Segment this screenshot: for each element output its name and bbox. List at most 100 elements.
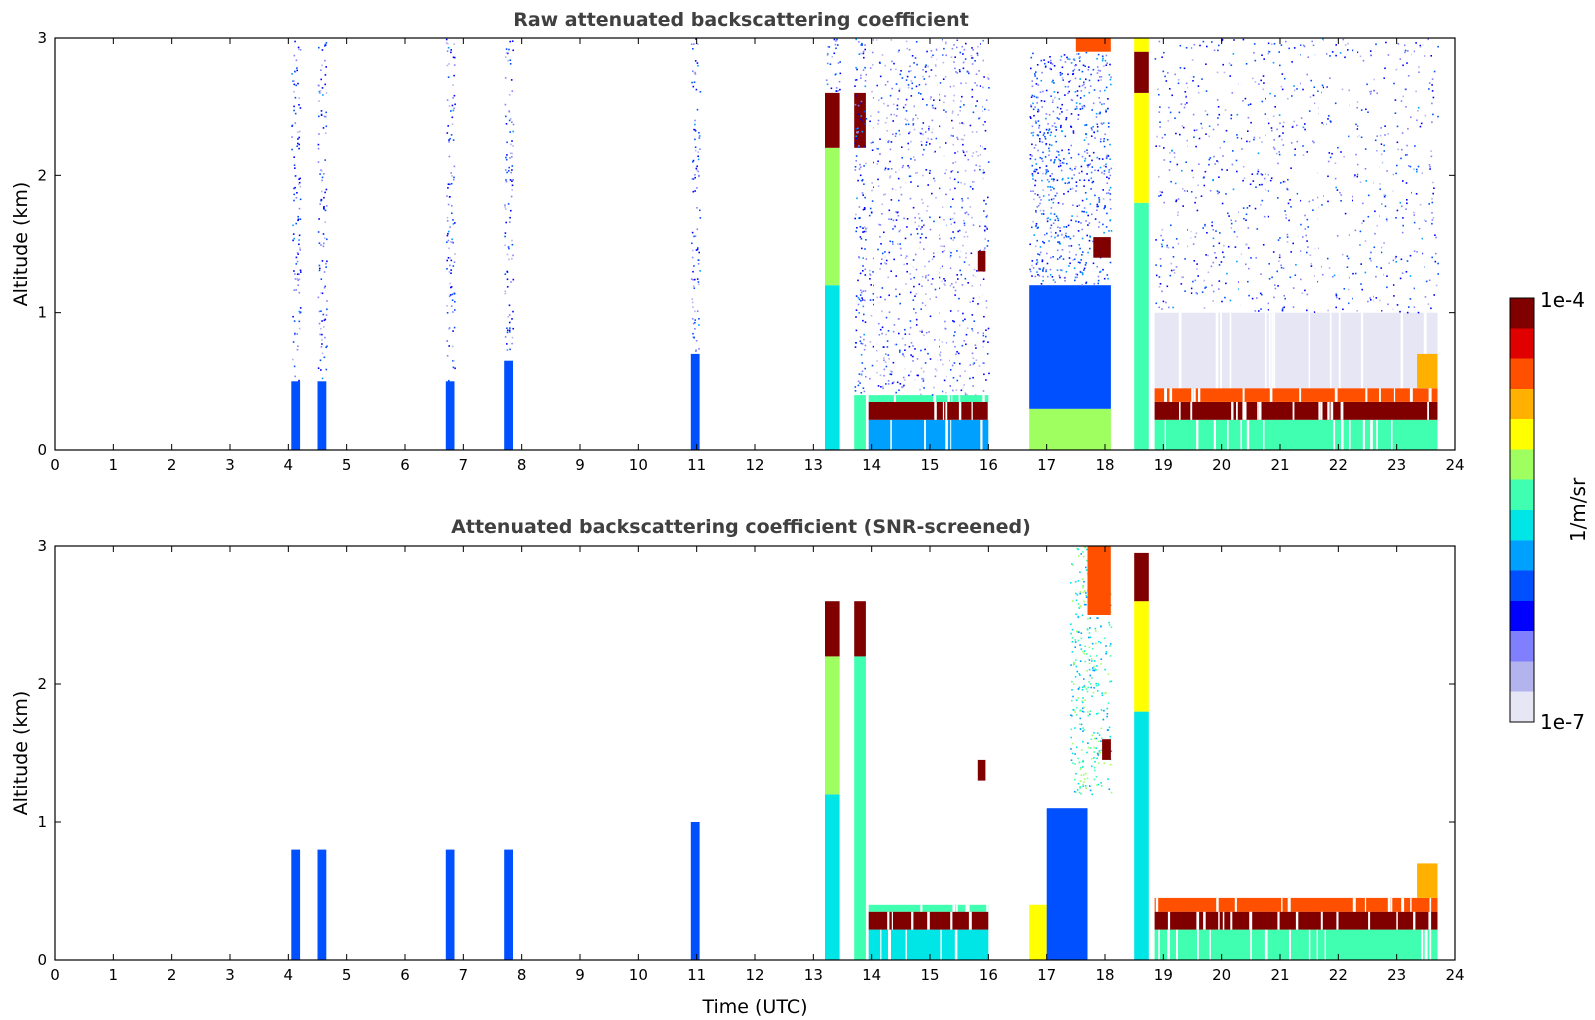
raw-noise-cell bbox=[885, 316, 888, 319]
raw-noise-cell bbox=[898, 230, 901, 233]
raw-noise-cell bbox=[1079, 179, 1081, 181]
raw-noise-cell bbox=[1218, 288, 1220, 290]
raw-noise-cell bbox=[1061, 103, 1063, 106]
raw-noise-cell bbox=[906, 119, 909, 122]
raw-noise-cell bbox=[972, 376, 974, 379]
raw-noise-cell bbox=[865, 227, 868, 229]
raw-noise-cell bbox=[921, 385, 923, 388]
raw-noise-cell bbox=[511, 336, 514, 339]
raw-noise-cell bbox=[974, 82, 976, 84]
raw-noise-cell bbox=[324, 221, 326, 223]
screened-noise-cell bbox=[1080, 774, 1083, 776]
raw-noise-cell bbox=[1052, 201, 1055, 204]
raw-noise-cell bbox=[887, 330, 890, 332]
raw-y-tick-label: 2 bbox=[37, 166, 47, 184]
raw-noise-cell bbox=[1035, 210, 1037, 212]
raw-noise-cell bbox=[692, 161, 694, 163]
raw-noise-cell bbox=[296, 67, 298, 69]
x-axis-label: Time (UTC) bbox=[701, 996, 807, 1018]
raw-noise-cell bbox=[1066, 182, 1069, 185]
raw-noise-cell bbox=[324, 59, 326, 62]
raw-noise-cell bbox=[855, 342, 857, 344]
raw-noise-cell bbox=[890, 373, 893, 376]
raw-noise-cell bbox=[943, 278, 945, 280]
raw-noise-cell bbox=[321, 190, 323, 193]
raw-noise-cell bbox=[1052, 79, 1054, 82]
raw-noise-cell bbox=[292, 233, 295, 235]
raw-noise-cell bbox=[698, 318, 700, 320]
screened-noise-cell bbox=[1100, 740, 1102, 742]
raw-noise-cell bbox=[511, 180, 513, 182]
raw-data-gap bbox=[947, 38, 950, 396]
raw-noise-cell bbox=[1085, 51, 1088, 54]
raw-noise-cell bbox=[943, 379, 946, 382]
raw-noise-cell bbox=[1284, 297, 1286, 300]
screened-noise-cell bbox=[1102, 718, 1105, 721]
screened-noise-cell bbox=[1076, 789, 1079, 791]
screened-noise-cell bbox=[1076, 706, 1078, 709]
raw-noise-cell bbox=[294, 40, 296, 43]
raw-noise-cell bbox=[1040, 213, 1043, 215]
raw-noise-cell bbox=[298, 239, 300, 241]
raw-noise-cell bbox=[985, 329, 987, 331]
raw-noise-cell bbox=[1205, 63, 1207, 65]
raw-noise-cell bbox=[879, 236, 881, 238]
raw-noise-cell bbox=[945, 328, 947, 330]
raw-noise-cell bbox=[508, 94, 511, 96]
raw-noise-cell bbox=[1337, 146, 1339, 149]
raw-noise-cell bbox=[1052, 180, 1055, 182]
raw-noise-cell bbox=[935, 65, 937, 67]
raw-noise-cell bbox=[854, 142, 856, 145]
raw-noise-cell bbox=[1058, 158, 1060, 161]
raw-noise-cell bbox=[1300, 117, 1303, 119]
raw-noise-cell bbox=[938, 187, 941, 190]
raw-noise-cell bbox=[872, 271, 874, 273]
raw-noise-cell bbox=[938, 339, 940, 341]
raw-noise-cell bbox=[916, 171, 918, 174]
raw-noise-cell bbox=[1061, 233, 1063, 236]
raw-noise-cell bbox=[1197, 184, 1199, 187]
raw-noise-cell bbox=[1283, 306, 1285, 309]
raw-noise-cell bbox=[893, 225, 896, 227]
raw-noise-cell bbox=[896, 211, 899, 214]
raw-noise-cell bbox=[1047, 123, 1049, 125]
raw-noise-cell bbox=[1161, 290, 1163, 293]
screened-data-gap bbox=[889, 929, 891, 960]
raw-noise-cell bbox=[322, 94, 324, 96]
screened-noise-cell bbox=[1075, 592, 1077, 595]
screened-noise-cell bbox=[1072, 564, 1074, 567]
raw-noise-cell bbox=[1437, 45, 1439, 48]
raw-noise-cell bbox=[916, 63, 918, 66]
raw-noise-cell bbox=[1261, 293, 1263, 296]
raw-noise-cell bbox=[924, 348, 926, 351]
screened-heatmap-cell bbox=[445, 849, 455, 960]
screened-noise-cell bbox=[1079, 592, 1081, 595]
raw-noise-cell bbox=[912, 345, 914, 347]
raw-noise-cell bbox=[883, 346, 885, 348]
raw-noise-cell bbox=[882, 357, 885, 359]
raw-noise-cell bbox=[949, 267, 952, 270]
raw-noise-cell bbox=[921, 127, 923, 130]
raw-noise-cell bbox=[919, 241, 922, 244]
raw-noise-cell bbox=[986, 214, 988, 217]
raw-noise-cell bbox=[1098, 199, 1101, 201]
raw-noise-cell bbox=[1300, 278, 1302, 281]
raw-noise-cell bbox=[510, 195, 513, 198]
raw-noise-cell bbox=[1158, 111, 1161, 113]
raw-noise-cell bbox=[953, 320, 955, 323]
screened-noise-cell bbox=[1085, 603, 1087, 606]
raw-noise-cell bbox=[1182, 126, 1185, 129]
raw-noise-cell bbox=[694, 278, 696, 281]
raw-noise-cell bbox=[694, 235, 697, 237]
raw-noise-cell bbox=[297, 82, 299, 85]
raw-noise-cell bbox=[1258, 184, 1261, 186]
raw-noise-cell bbox=[1327, 160, 1330, 163]
raw-noise-cell bbox=[902, 106, 905, 109]
raw-noise-cell bbox=[1099, 111, 1101, 114]
raw-data-gap bbox=[1229, 312, 1232, 389]
raw-noise-cell bbox=[1192, 243, 1195, 245]
raw-noise-cell bbox=[1321, 204, 1323, 206]
raw-noise-cell bbox=[899, 243, 901, 245]
raw-noise-cell bbox=[1092, 102, 1095, 105]
raw-noise-cell bbox=[1417, 110, 1419, 112]
